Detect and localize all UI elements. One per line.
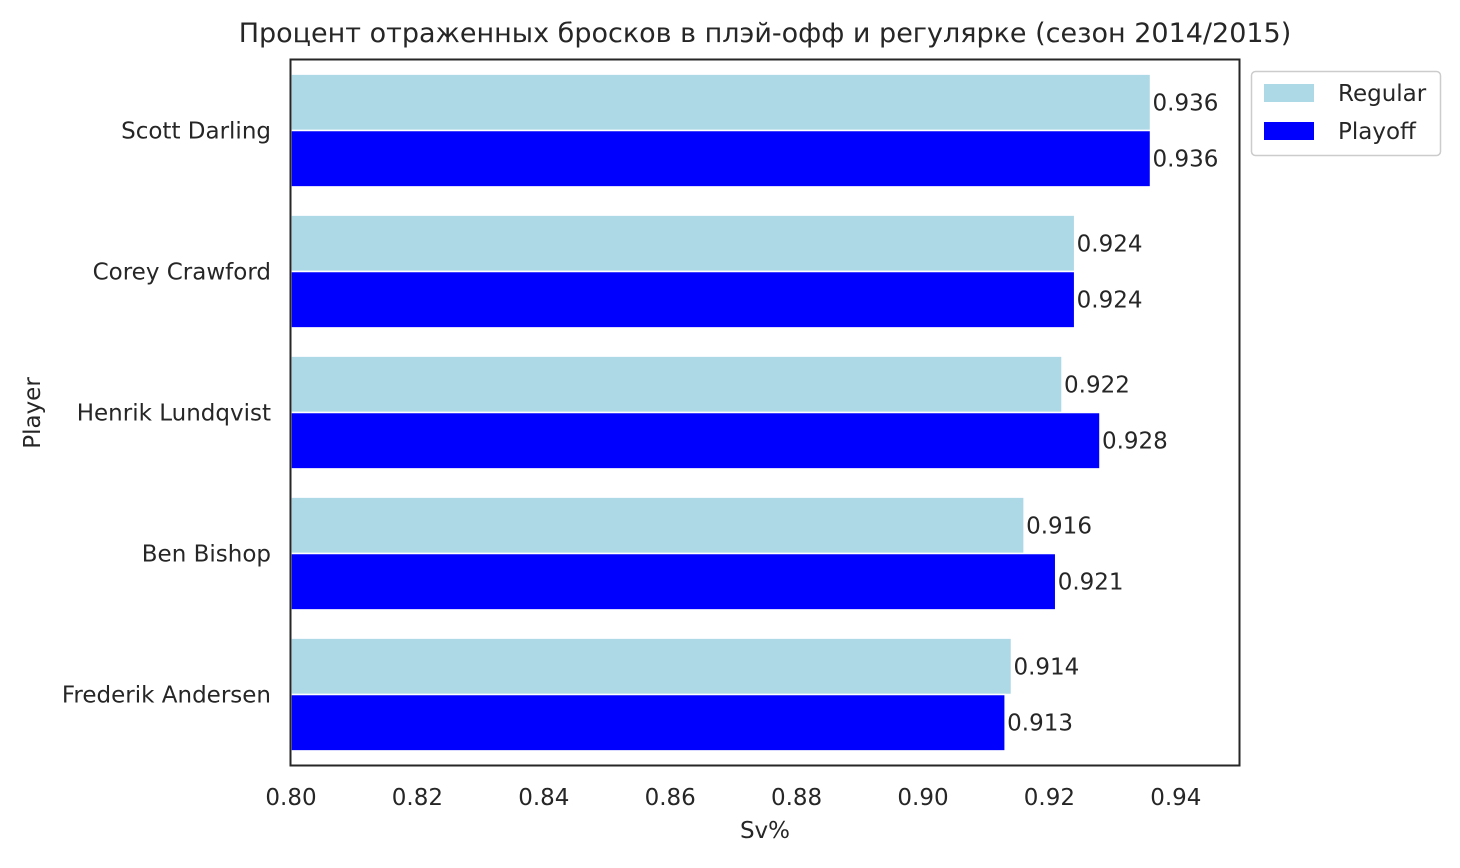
bar-playoff-0 [290,129,1152,188]
legend-swatch-playoff [1264,122,1314,140]
data-label-playoff-0: 0.936 [1153,147,1219,173]
data-label-regular-1: 0.924 [1077,231,1143,257]
x-tick-label: 0.90 [897,785,948,811]
x-tick-label: 0.86 [645,785,696,811]
x-tick-label: 0.80 [265,785,316,811]
data-label-regular-4: 0.914 [1013,654,1079,680]
x-tick-label: 0.82 [392,785,443,811]
bar-regular-3 [290,496,1025,555]
chart-title: Процент отраженных бросков в плэй-офф и … [239,18,1292,49]
y-tick-label: Frederik Andersen [62,683,271,709]
legend-swatch-regular [1264,84,1314,102]
bar-regular-2 [290,355,1063,414]
bars-layer [290,73,1152,752]
y-tick-labels: Scott Darling Corey Crawford Henrik Lundqv… [62,119,271,709]
bar-playoff-4 [290,693,1006,752]
legend-label-playoff: Playoff [1338,119,1417,145]
x-tick-label: 0.94 [1150,785,1201,811]
y-axis-label: Player [20,377,46,449]
x-tick-labels: 0.80 0.82 0.84 0.86 0.88 0.90 0.92 0.94 [265,785,1201,811]
y-tick-label: Henrik Lundqvist [77,401,271,427]
y-tick-label: Scott Darling [121,119,271,145]
data-label-playoff-4: 0.913 [1007,711,1073,737]
data-label-playoff-3: 0.921 [1058,570,1124,596]
x-axis-label: Sv% [740,818,790,844]
bar-regular-1 [290,214,1076,273]
y-tick-label: Corey Crawford [93,260,271,286]
data-label-playoff-2: 0.928 [1102,429,1168,455]
data-labels-layer: 0.936 0.936 0.924 0.924 0.922 0.928 0.916 0.921… [1007,90,1218,736]
data-label-regular-3: 0.916 [1026,513,1092,539]
legend: Regular Playoff [1250,70,1442,157]
data-label-regular-2: 0.922 [1064,372,1130,398]
bar-regular-4 [290,637,1013,696]
data-label-regular-0: 0.936 [1153,90,1219,116]
x-tick-label: 0.88 [771,785,822,811]
x-tick-label: 0.84 [518,785,569,811]
bar-playoff-2 [290,411,1101,470]
bar-playoff-1 [290,270,1076,329]
bar-playoff-3 [290,552,1057,611]
legend-label-regular: Regular [1338,81,1427,107]
plot-frame [289,58,1241,767]
bar-regular-0 [290,73,1152,132]
x-tick-label: 0.92 [1024,785,1075,811]
data-label-playoff-1: 0.924 [1077,288,1143,314]
y-tick-label: Ben Bishop [142,542,271,568]
